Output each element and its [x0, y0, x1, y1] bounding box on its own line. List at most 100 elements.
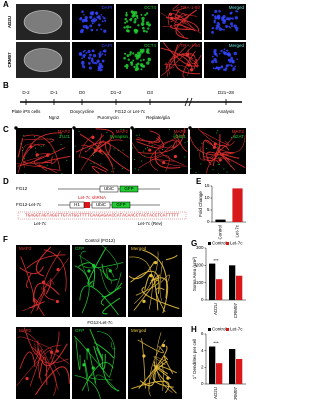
- cell: [211, 30, 214, 34]
- puncta: [134, 127, 136, 129]
- puncta: [40, 145, 42, 147]
- neurite: [34, 343, 69, 364]
- axis-break: [184, 97, 193, 107]
- cell: [223, 51, 228, 56]
- neurite: [81, 144, 104, 155]
- neurite: [150, 158, 175, 162]
- cell: [213, 21, 216, 23]
- micrograph-bg: [16, 4, 70, 40]
- cell: [135, 54, 138, 57]
- day-label: D-2: [22, 90, 30, 95]
- stain-label: MAP2: [19, 328, 32, 333]
- cell: [140, 22, 145, 26]
- y-tick-label: 4: [201, 348, 204, 353]
- puncta: [66, 159, 68, 161]
- figure: A AD2U DAPI OCT4 TRA-1-60 Merged CRM07 DAPI OCT4…: [3, 0, 246, 400]
- bar: [215, 219, 226, 222]
- cell: [211, 14, 214, 17]
- y-axis-label: Soma Area (μm²): [192, 256, 197, 291]
- stain-label: MAP2: [174, 129, 187, 134]
- cell: [140, 13, 143, 16]
- puncta: [100, 163, 102, 165]
- legend-label: Control: [212, 241, 227, 246]
- cell: [96, 28, 99, 32]
- cell: [133, 65, 136, 69]
- cell: [236, 58, 238, 60]
- cell: [81, 57, 84, 60]
- cell: [140, 68, 143, 71]
- neurite: [160, 47, 193, 70]
- neurite: [160, 274, 170, 285]
- neurite: [22, 301, 45, 312]
- puncta: [184, 156, 186, 158]
- puncta: [217, 163, 219, 165]
- cell: [214, 16, 217, 20]
- day-label: D-1: [50, 90, 58, 95]
- legend-label: Let-7c: [230, 327, 243, 332]
- neurite: [165, 254, 178, 261]
- cell: [124, 17, 127, 21]
- cell: [231, 60, 235, 64]
- puncta: [187, 140, 189, 142]
- puncta: [173, 133, 175, 135]
- neurite: [148, 130, 161, 144]
- soma: [213, 142, 217, 146]
- part-label: GFP: [116, 202, 125, 207]
- cell: [132, 52, 135, 55]
- significance: ***: [213, 341, 219, 346]
- cell: [233, 51, 238, 56]
- cell: [228, 25, 230, 28]
- cell: [99, 51, 102, 54]
- step-label: FG12 or Let-7c: [115, 109, 146, 114]
- cell: [135, 66, 140, 71]
- cell: [101, 59, 105, 63]
- soma: [168, 12, 173, 16]
- neurite: [75, 141, 111, 156]
- cell: [133, 11, 138, 15]
- neurite: [154, 150, 181, 169]
- construct-part: [119, 185, 139, 193]
- stain-label: OCT4: [144, 43, 156, 48]
- cell: [148, 24, 151, 27]
- cell: [223, 28, 225, 31]
- cell: [144, 13, 147, 17]
- cell: [97, 23, 101, 27]
- cell: [125, 64, 129, 68]
- puncta: [197, 149, 199, 151]
- neurite: [131, 142, 172, 158]
- neurite: [80, 250, 93, 287]
- neurite: [43, 250, 61, 301]
- neurite: [80, 156, 109, 171]
- cell: [141, 16, 145, 21]
- puncta: [136, 134, 138, 136]
- cell: [229, 22, 234, 26]
- cell: [220, 65, 223, 69]
- soma: [49, 350, 54, 354]
- neurite: [23, 327, 39, 355]
- cell: [230, 58, 233, 61]
- cell: [78, 52, 83, 56]
- cell: [220, 49, 223, 53]
- bar: [229, 265, 236, 300]
- neurite: [203, 156, 220, 164]
- puncta: [195, 172, 197, 174]
- neurite: [75, 336, 81, 370]
- soma: [92, 264, 96, 268]
- neurite: [200, 130, 229, 146]
- y-tick-label: 200: [196, 263, 204, 268]
- puncta: [122, 149, 124, 151]
- bar: [216, 363, 223, 384]
- cell: [123, 56, 126, 60]
- puncta: [133, 158, 135, 160]
- neurite: [84, 134, 105, 153]
- soma: [91, 135, 95, 140]
- puncta: [230, 166, 232, 168]
- cell: [82, 50, 85, 53]
- puncta: [144, 155, 146, 157]
- y-tick-label: 2: [201, 365, 204, 370]
- neurite: [100, 286, 122, 306]
- soma: [187, 63, 191, 67]
- condition-label: FG12-Let-7c: [87, 320, 113, 325]
- soma: [189, 68, 194, 72]
- puncta: [74, 145, 76, 147]
